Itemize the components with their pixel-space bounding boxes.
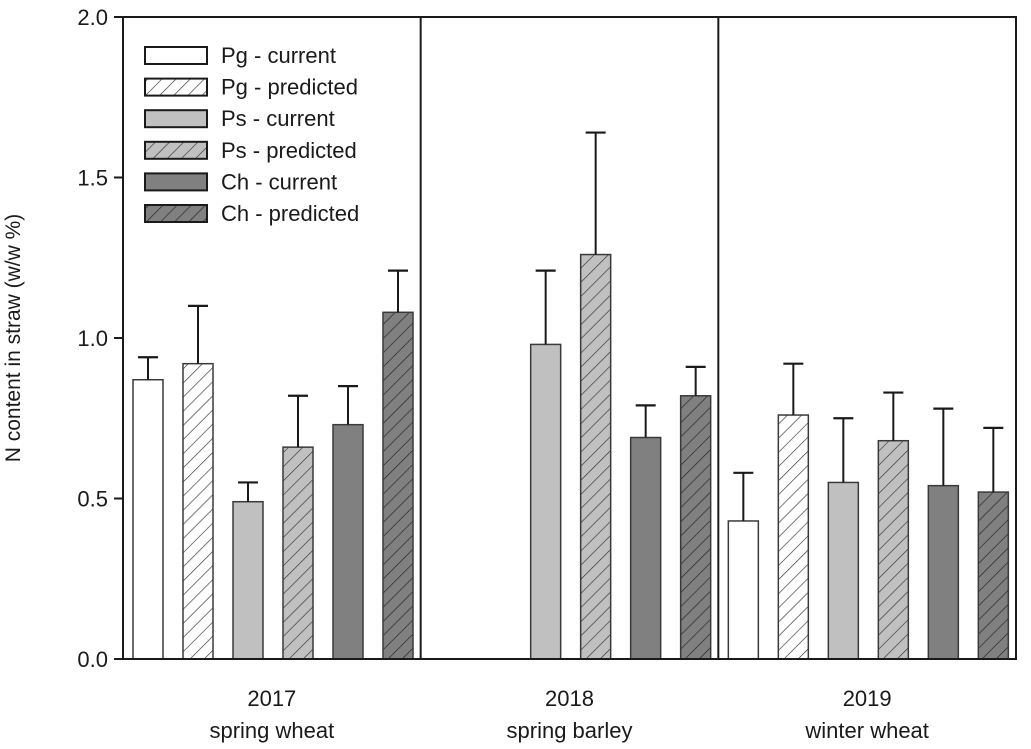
bar-ch-predicted-2017 — [382, 311, 414, 660]
error-bar-ch-current-2017 — [338, 385, 358, 425]
x-tick-label-crop: spring wheat — [209, 718, 334, 743]
error-bar-ch-current-2018 — [635, 404, 656, 438]
error-bar-ps-current-2018 — [535, 269, 556, 345]
x-tick-label-year: 2018 — [545, 686, 594, 711]
legend-swatch — [144, 140, 208, 160]
legend-item-ch-current: Ch - current — [144, 169, 337, 194]
legend-swatch — [144, 46, 208, 65]
y-tick-label: 1.0 — [77, 326, 108, 351]
legend-item-ps-predicted: Ps - predicted — [144, 138, 357, 163]
x-tick-label-year: 2019 — [843, 686, 892, 711]
bar-ch-predicted-2019 — [977, 491, 1010, 660]
legend-label: Pg - current — [221, 43, 336, 68]
bars-layer — [132, 253, 1010, 660]
x-tick-label-crop: spring barley — [507, 718, 633, 743]
error-bar-ps-current-2017 — [238, 481, 258, 502]
y-tick-label: 0.5 — [77, 487, 108, 512]
legend-item-ch-predicted: Ch - predicted — [144, 201, 359, 226]
error-bar-ch-predicted-2018 — [685, 365, 706, 396]
bar-ch-current-2018 — [629, 436, 662, 660]
legend-swatch — [144, 172, 208, 192]
bar-ps-current-2019 — [827, 481, 860, 660]
error-bar-ch-current-2019 — [933, 407, 954, 486]
bar-pg-predicted-2019 — [777, 414, 810, 660]
error-bar-pg-current-2017 — [138, 356, 158, 380]
legend-label: Ch - predicted — [221, 201, 359, 226]
y-tick-label: 0.0 — [77, 647, 108, 672]
legend-swatch — [144, 109, 208, 129]
error-bar-ch-predicted-2017 — [388, 269, 408, 313]
error-bar-ps-current-2019 — [833, 417, 854, 483]
legend-label: Pg - predicted — [221, 75, 358, 100]
legend-item-pg-current: Pg - current — [144, 43, 336, 68]
y-tick-label: 1.5 — [77, 166, 108, 191]
y-axis-label: N content in straw (w/w %) — [2, 214, 25, 463]
bar-ch-current-2017 — [332, 423, 364, 660]
error-bar-pg-predicted-2017 — [188, 304, 208, 364]
error-bar-pg-predicted-2019 — [783, 362, 804, 416]
error-bars-layer — [138, 131, 1004, 521]
bar-ps-predicted-2018 — [579, 253, 612, 660]
error-bar-ps-predicted-2017 — [288, 394, 308, 448]
legend-label: Ch - current — [221, 169, 337, 194]
x-axis: 2017 spring wheat 2018 spring barley 2019 win… — [209, 686, 928, 743]
bar-ch-current-2019 — [927, 484, 960, 660]
bar-ps-current-2017 — [232, 500, 264, 660]
legend: Pg - current Pg - predicted Ps - current Ps… — [144, 43, 359, 226]
error-bar-ps-predicted-2019 — [883, 391, 904, 441]
legend-swatch — [144, 204, 208, 223]
bar-pg-current-2017 — [132, 378, 164, 660]
legend-swatch — [144, 77, 208, 97]
x-tick-label-crop: winter wheat — [804, 718, 929, 743]
y-tick-label: 2.0 — [77, 5, 108, 30]
bar-pg-current-2019 — [727, 520, 760, 660]
error-bar-ps-predicted-2018 — [585, 131, 606, 255]
legend-item-pg-predicted: Pg - predicted — [144, 75, 358, 100]
legend-label: Ps - predicted — [221, 138, 357, 163]
x-tick-label-year: 2017 — [247, 686, 296, 711]
bar-ch-predicted-2018 — [679, 395, 712, 660]
bar-pg-predicted-2017 — [182, 362, 214, 660]
legend-item-ps-current: Ps - current — [144, 106, 335, 131]
legend-label: Ps - current — [221, 106, 335, 131]
bar-ps-predicted-2019 — [877, 439, 910, 660]
error-bar-ch-predicted-2019 — [983, 426, 1004, 493]
panel-dividers — [419, 17, 720, 659]
bar-ps-current-2018 — [529, 343, 562, 660]
bar-ps-predicted-2017 — [282, 446, 314, 660]
y-axis: 0.0 0.5 1.0 1.5 2.0 — [77, 5, 123, 672]
error-bar-pg-current-2019 — [733, 471, 754, 521]
